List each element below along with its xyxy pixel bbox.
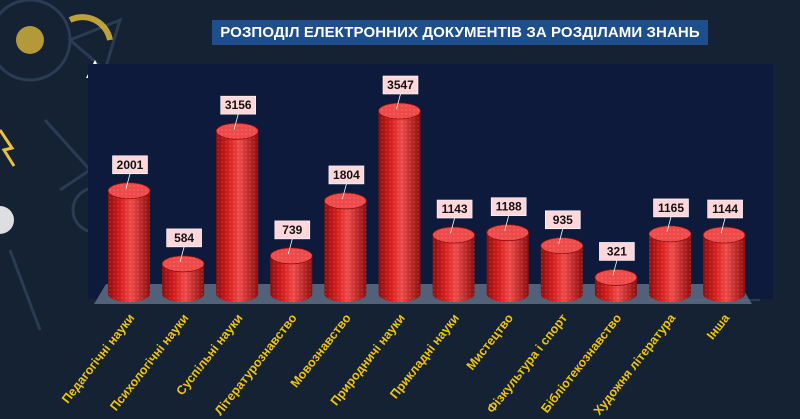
ruler-icon: [68, 14, 113, 41]
bar-texture: [432, 235, 475, 302]
bar-texture: [649, 233, 691, 302]
data-label: 1144: [712, 202, 738, 216]
bar-top-texture: [432, 227, 475, 244]
category-label: Мистецтво: [464, 311, 517, 373]
data-label-box: [599, 242, 635, 261]
bar-top-texture: [594, 269, 637, 286]
data-label: 321: [607, 244, 627, 258]
data-label-leader: [612, 260, 618, 276]
data-label-box: [328, 165, 365, 185]
data-label-box: [653, 198, 689, 218]
data-label-box: [166, 228, 202, 248]
bar-texture: [540, 245, 583, 302]
data-label-leader: [179, 246, 185, 262]
bar-top-texture: [162, 255, 205, 272]
bar-top-texture: [486, 224, 529, 241]
chart-floor: [94, 284, 752, 304]
bar-texture: [108, 190, 150, 302]
data-label: 1165: [658, 201, 684, 215]
data-label-leader: [558, 228, 564, 244]
data-label-box: [112, 155, 148, 175]
bar-texture: [270, 255, 313, 302]
chart-title: РОЗПОДІЛ ЕЛЕКТРОННИХ ДОКУМЕНТІВ ЗА РОЗДІ…: [212, 20, 708, 45]
bar-texture: [378, 111, 421, 302]
data-label-leader: [233, 114, 239, 130]
bar-texture: [486, 232, 529, 302]
data-label: 2001: [117, 158, 144, 172]
bar-top-texture: [216, 123, 259, 140]
bar-12: 1144 Інша: [702, 199, 746, 342]
data-label: 584: [174, 231, 194, 245]
data-label-box: [382, 75, 419, 95]
data-label: 1143: [442, 202, 468, 216]
bar-top-texture: [649, 225, 691, 242]
bar-top-texture: [108, 182, 150, 199]
data-label-leader: [396, 93, 401, 110]
data-label: 1188: [496, 200, 522, 214]
data-label-box: [490, 197, 527, 217]
data-label-box: [274, 220, 311, 240]
bar-top-texture: [270, 247, 313, 264]
category-label: Інша: [704, 310, 733, 342]
bar-texture: [324, 200, 367, 302]
data-label-leader: [504, 215, 510, 231]
white-circle-icon: [0, 206, 14, 234]
data-label: 3156: [225, 98, 252, 112]
bar-top-texture: [378, 103, 421, 119]
data-label: 935: [553, 213, 573, 227]
bar-top-texture: [324, 192, 367, 209]
data-label-leader: [125, 173, 131, 189]
data-label-leader: [720, 217, 726, 234]
lightning-icon: [0, 129, 16, 167]
bar-top-texture: [703, 226, 746, 243]
data-label-leader: [342, 183, 347, 200]
globe-accent-icon: [16, 26, 44, 54]
data-label: 739: [282, 223, 302, 237]
protractor-icon: [67, 17, 123, 73]
data-label-leader: [287, 238, 293, 254]
data-label-box: [544, 210, 581, 230]
data-label: 1804: [333, 168, 360, 182]
bar-texture: [162, 263, 205, 302]
bar-texture: [216, 131, 259, 303]
data-label-leader: [450, 217, 455, 234]
bar-texture: [703, 234, 746, 302]
test-tube-icon: [8, 249, 42, 331]
data-label-box: [707, 199, 743, 219]
data-label: 3547: [387, 78, 414, 92]
bar-top-texture: [540, 237, 583, 254]
data-label-leader: [666, 216, 672, 232]
data-label-box: [220, 95, 256, 115]
data-label-box: [436, 199, 473, 219]
